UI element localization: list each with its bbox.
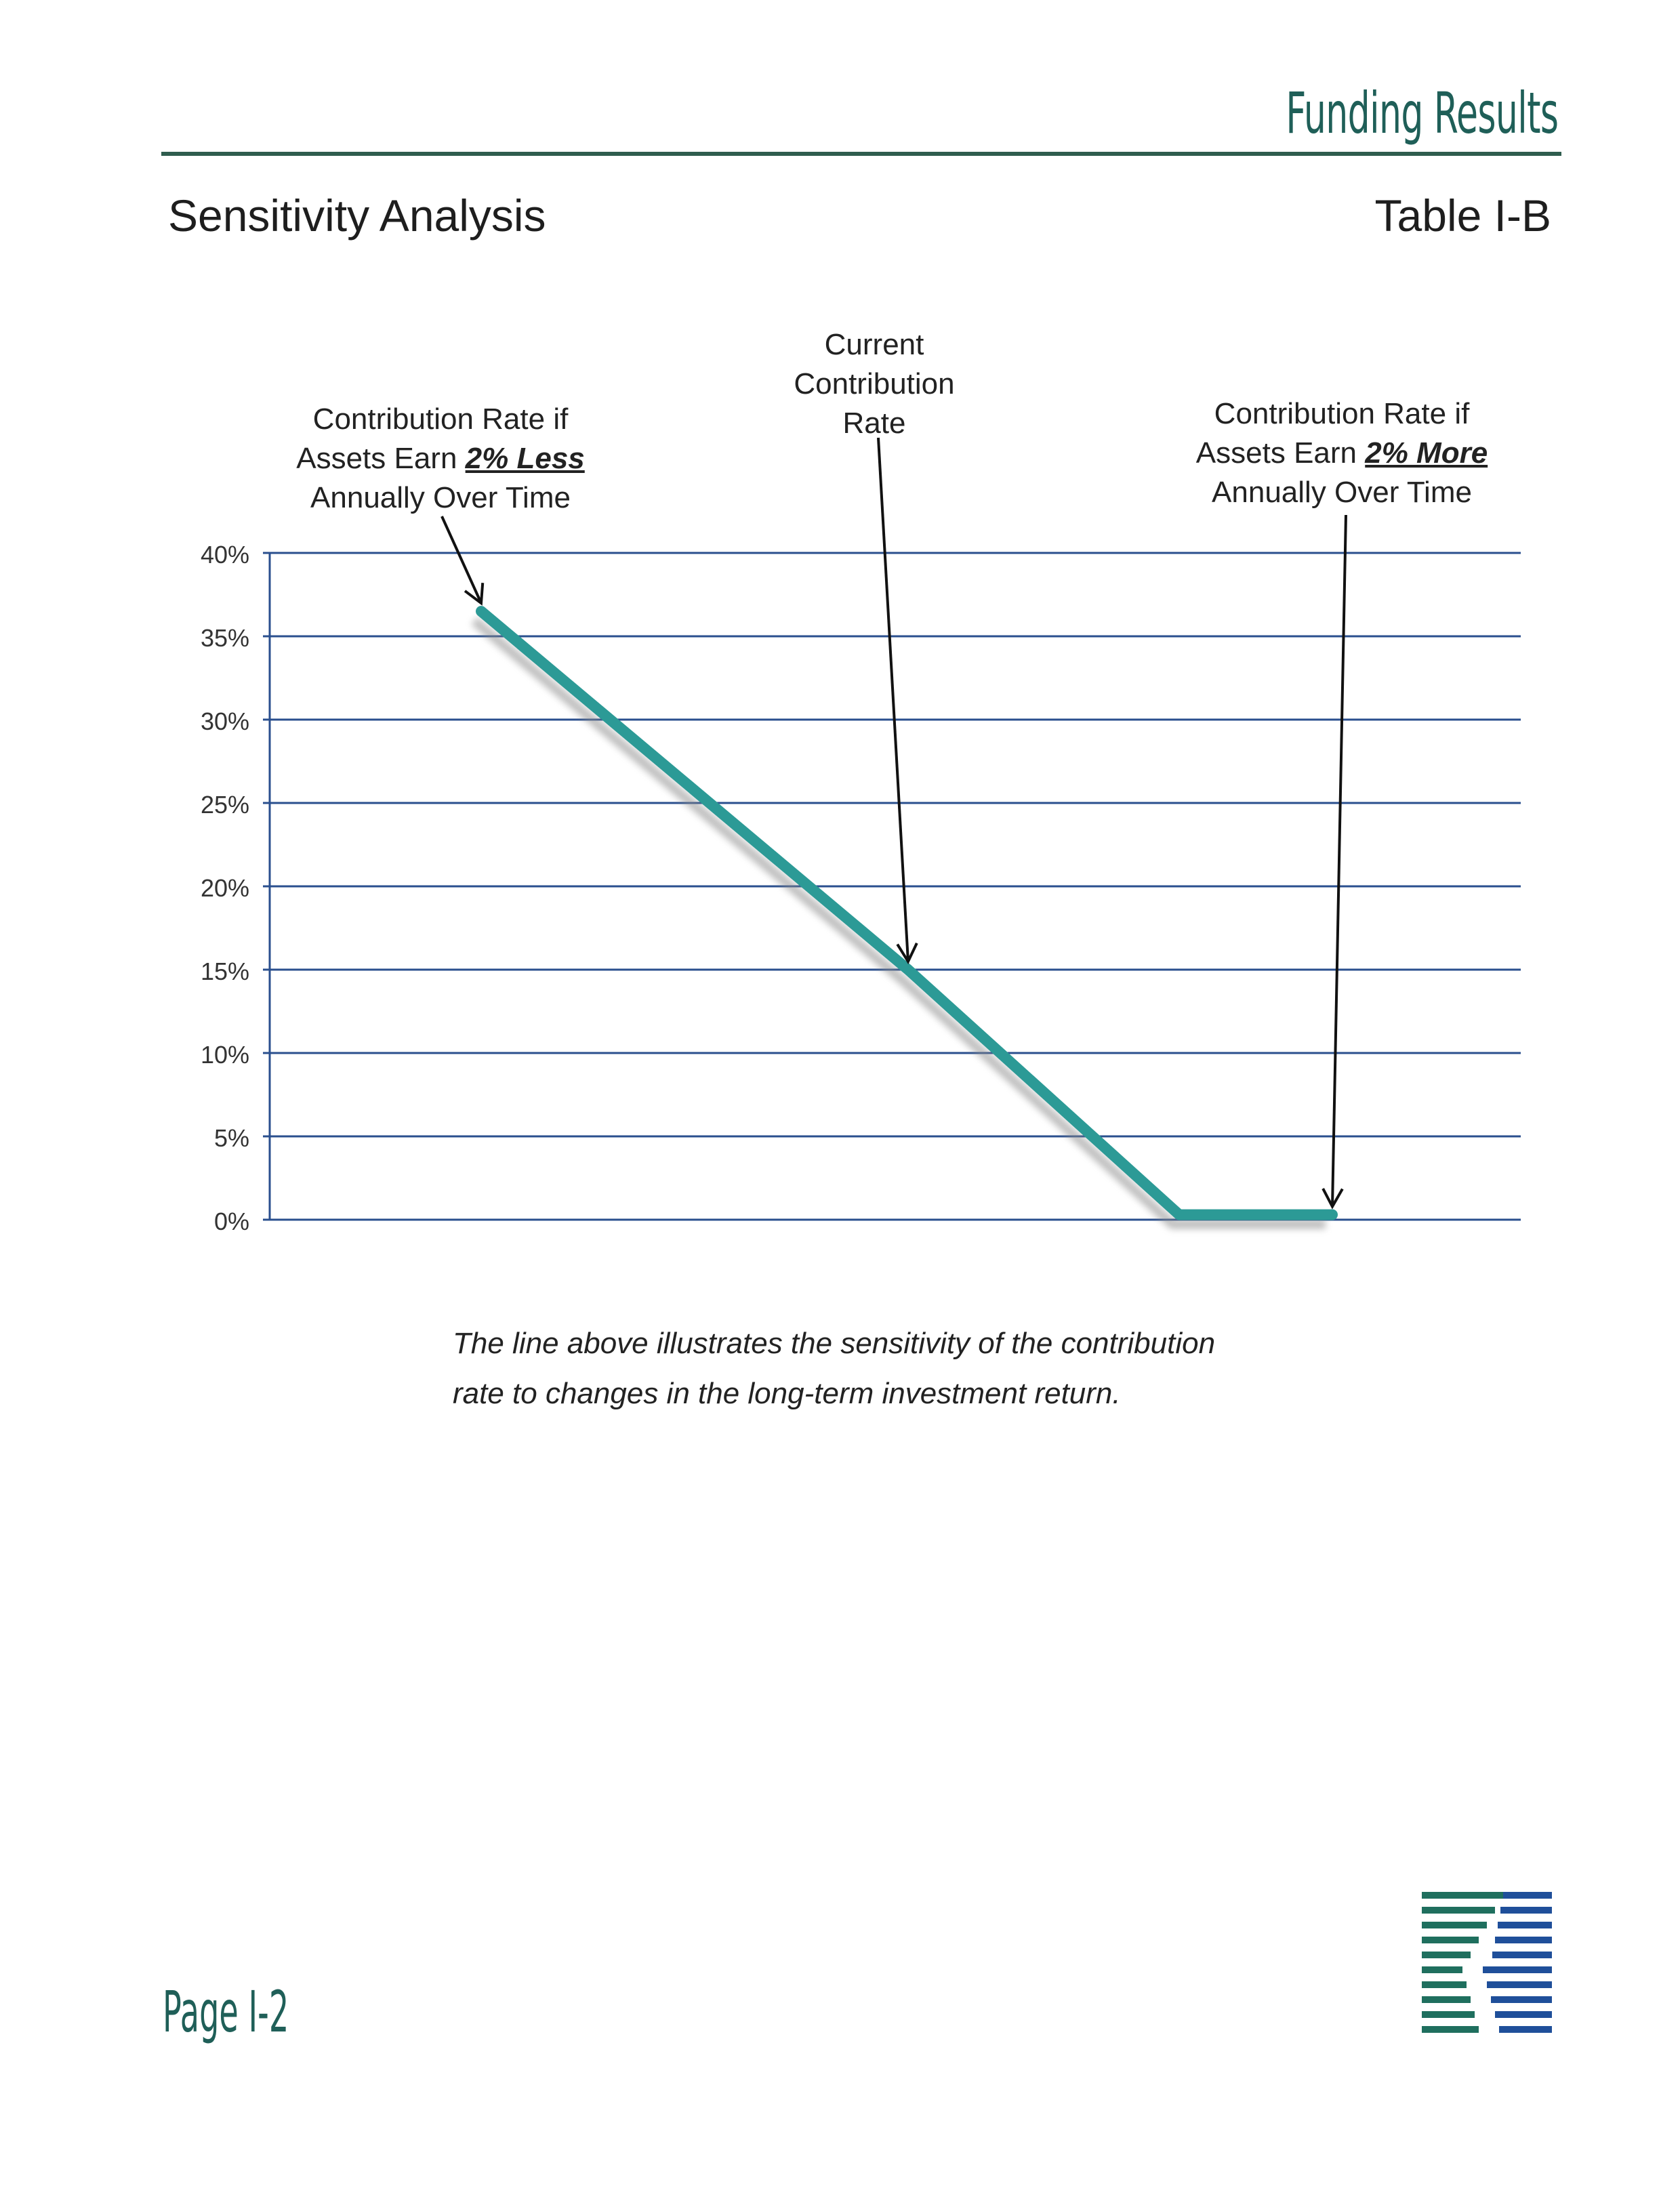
logo-bar-left <box>1422 1907 1495 1914</box>
annotation-current-line3: Rate <box>842 407 906 440</box>
annotation-current-line2: Contribution <box>794 367 955 400</box>
chart-y-ticks: 0% 5% 10% 15% 20% 25% 30% 35% 40% <box>201 541 249 1235</box>
logo-bar-left <box>1422 1892 1503 1899</box>
arrowhead-more <box>1322 1188 1344 1210</box>
page-title: Sensitivity Analysis <box>168 190 546 241</box>
series-line <box>476 606 1338 1220</box>
annotation-less: Contribution Rate if Assets Earn 2% Less… <box>271 400 610 518</box>
page-number: Page I-2 <box>163 1979 289 2045</box>
annotation-less-line2: Assets Earn 2% Less <box>271 439 610 478</box>
arrowhead-current <box>896 943 918 965</box>
y-tick-label: 30% <box>201 707 249 735</box>
logo-bar-right <box>1500 1907 1552 1914</box>
logo-bar-left <box>1422 1952 1471 1958</box>
annotation-more-line1: Contribution Rate if <box>1214 397 1470 430</box>
annotation-current: Current Contribution Rate <box>739 325 1010 443</box>
y-tick-label: 15% <box>201 957 249 985</box>
logo-bar-left <box>1422 1922 1487 1928</box>
logo-bar-right <box>1499 2026 1552 2033</box>
logo-bar-right <box>1498 1922 1552 1928</box>
arrowhead-less <box>464 583 485 606</box>
logo-bar-right <box>1492 1952 1552 1958</box>
y-tick-label: 25% <box>201 791 249 819</box>
y-tick-label: 10% <box>201 1041 249 1069</box>
y-tick-label: 5% <box>214 1124 249 1152</box>
logo-bar-right <box>1483 1966 1552 1973</box>
y-tick-label: 40% <box>201 541 249 569</box>
logo-bar-left <box>1422 1966 1462 1973</box>
series-line-shadow <box>471 617 1326 1229</box>
logo-bar-left <box>1422 1981 1467 1988</box>
annotation-more: Contribution Rate if Assets Earn 2% More… <box>1166 394 1518 512</box>
arrow-more <box>1331 514 1347 1207</box>
logo-bar-left <box>1422 1996 1471 2003</box>
logo-bar-right <box>1487 1981 1552 1988</box>
table-id: Table I-B <box>1374 190 1551 241</box>
logo-bar-left <box>1422 1937 1479 1943</box>
annotation-current-line1: Current <box>824 328 924 361</box>
logo-bar-right <box>1491 1996 1552 2003</box>
header-rule <box>161 152 1561 156</box>
caption-line1: The line above illustrates the sensitivi… <box>453 1327 1216 1360</box>
logo-bar-right <box>1503 1892 1552 1899</box>
y-tick-label: 20% <box>201 874 249 902</box>
company-logo <box>1422 1892 1552 2033</box>
logo-bar-right <box>1495 2011 1552 2018</box>
annotation-less-line3: Annually Over Time <box>310 481 571 514</box>
arrow-less <box>441 516 483 604</box>
annotation-less-emphasis: 2% Less <box>465 442 585 475</box>
logo-bar-right <box>1495 1937 1552 1943</box>
arrow-current <box>877 437 909 962</box>
section-title: Funding Results <box>1285 80 1559 146</box>
logo-bar-left <box>1422 2011 1475 2018</box>
chart-caption: The line above illustrates the sensitivi… <box>453 1319 1266 1419</box>
annotation-more-line2: Assets Earn 2% More <box>1166 434 1518 473</box>
annotation-less-line1: Contribution Rate if <box>312 402 569 436</box>
chart-annotation-arrows <box>441 437 1347 1210</box>
chart-series <box>471 606 1338 1229</box>
annotation-more-emphasis: 2% More <box>1365 436 1488 470</box>
annotation-less-prefix: Assets Earn <box>296 442 466 475</box>
annotation-more-prefix: Assets Earn <box>1195 436 1366 470</box>
logo-bar-left <box>1422 2026 1479 2033</box>
y-tick-label: 35% <box>201 624 249 652</box>
annotation-more-line3: Annually Over Time <box>1212 476 1472 509</box>
y-tick-label: 0% <box>214 1207 249 1235</box>
caption-line2: rate to changes in the long-term investm… <box>453 1377 1121 1410</box>
